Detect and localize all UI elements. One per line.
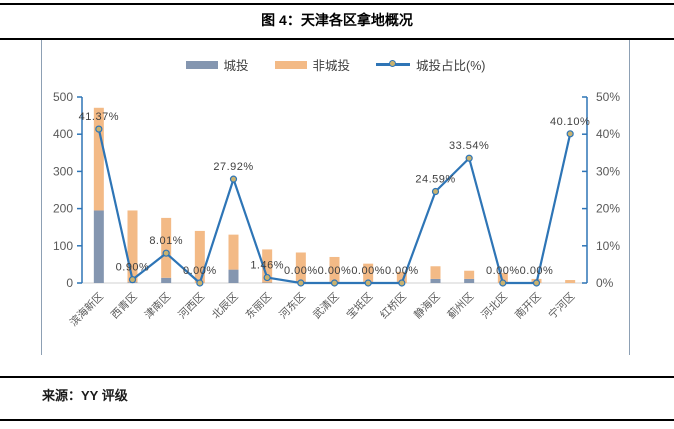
bar-fei-chengtou [430,266,441,279]
legend-swatch-chengtou [185,60,218,69]
chart-legend: 城投 非城投 城投占比(%) [42,55,629,74]
ratio-data-label: 33.54% [449,140,489,152]
x-axis-label: 河北区 [479,291,510,322]
left-axis-tick-label: 400 [53,127,73,141]
x-axis-label: 北辰区 [210,291,241,322]
bar-chengtou [228,269,239,283]
bar-chengtou [430,278,441,283]
ratio-line-marker [263,273,271,282]
ratio-data-label: 24.59% [415,174,455,186]
bar-fei-chengtou [262,249,273,283]
legend-item-fei-chengtou: 非城投 [274,55,351,74]
x-axis-label: 静海区 [411,290,442,321]
legend-item-ratio: 城投占比(%) [376,55,485,74]
x-axis-label: 武清区 [310,290,341,321]
ratio-line-marker [532,279,541,287]
ratio-data-label: 27.92% [213,161,253,173]
ratio-line-marker [128,276,137,284]
bar-fei-chengtou [127,210,138,283]
legend-line-marker-icon [376,60,411,67]
ratio-data-label: 0.00% [183,265,217,277]
top-rule [0,3,674,5]
x-axis-label: 宁河区 [546,290,577,321]
x-axis-label: 河西区 [176,291,207,322]
bar-chengtou [93,210,104,283]
legend-swatch-fei-chengtou [274,60,307,69]
figure-title: 图 4：天津各区拿地概况 [261,12,413,28]
left-axis-tick-label: 100 [53,239,73,253]
ratio-line-marker [431,187,440,196]
bar-fei-chengtou [295,252,306,283]
ratio-data-label: 0.00% [318,265,352,277]
ratio-data-label: 0.00% [351,265,385,277]
source-divider-rule [0,376,674,378]
legend-label-fei-chengtou: 非城投 [312,59,351,73]
ratio-data-label: 0.00% [520,265,554,277]
ratio-data-label: 0.00% [284,265,318,277]
ratio-line-marker [465,154,473,162]
x-axis-label: 西青区 [108,290,139,321]
right-axis-tick-label: 20% [596,202,620,216]
bar-chengtou [161,277,172,283]
ratio-line-marker [364,279,372,287]
legend-label-ratio: 城投占比(%) [416,59,486,73]
ratio-line-marker [95,125,103,133]
x-axis-label: 河东区 [276,290,307,321]
ratio-line-marker [330,279,339,287]
source-text: 来源：YY 评级 [42,388,128,403]
left-axis-tick-label: 0 [66,276,73,290]
ratio-data-label: 0.90% [116,262,150,274]
bar-fei-chengtou [161,217,172,278]
ratio-data-label: 40.10% [550,116,590,128]
bar-fei-chengtou [228,234,239,270]
right-axis-tick-label: 0% [596,276,614,290]
right-axis-tick-label: 10% [596,239,620,253]
right-axis-tick-label: 30% [596,164,620,178]
x-axis-label: 东丽区 [243,290,274,321]
bar-fei-chengtou [565,280,576,283]
x-axis-label: 津南区 [142,290,173,321]
ratio-data-label: 41.37% [79,111,119,123]
ratio-line-marker [398,279,406,287]
x-axis-label: 红桥区 [377,290,408,321]
ratio-line-marker [162,249,170,257]
bar-fei-chengtou [396,271,407,283]
right-axis-tick-label: 50% [596,90,620,104]
chart-plot: 0 100 200 300 400 500 0% 10% 20% 30% 40% 50% 41.37% 0… [53,90,620,329]
ratio-line-marker [566,130,574,138]
bar-fei-chengtou [194,230,205,283]
legend-label-chengtou: 城投 [223,59,249,73]
left-axis-tick-label: 300 [53,164,73,178]
ratio-line-marker [297,279,305,287]
bar-chengtou [464,278,475,283]
legend-marker-dot-icon [389,60,397,67]
ratio-line-marker [499,279,507,287]
ratio-line-marker [229,175,238,183]
legend-item-chengtou: 城投 [185,55,249,74]
x-axis-label: 滨海新区 [67,290,106,329]
ratio-data-label: 0.00% [486,265,520,277]
ratio-data-label: 8.01% [149,235,183,247]
ratio-data-label: 1.46% [250,260,284,272]
right-axis-tick-label: 40% [596,127,620,141]
x-axis-label: 宝坻区 [344,290,375,321]
x-axis-label: 南开区 [512,290,543,321]
x-axis-label: 蓟州区 [445,290,476,321]
bar-fei-chengtou [363,263,374,283]
bar-fei-chengtou [464,270,475,279]
title-divider-rule [0,38,674,40]
ratio-line-marker [196,279,204,287]
ratio-data-label: 0.00% [385,265,419,277]
bar-fei-chengtou [93,107,104,211]
bottom-rule [0,419,674,421]
bar-fei-chengtou [329,256,340,283]
bar-fei-chengtou [497,272,508,283]
left-axis-tick-label: 500 [53,90,73,104]
chart-area: 城投 非城投 城投占比(%) 0 100 200 300 400 500 0% 10% 20% 3… [41,40,630,355]
left-axis-tick-label: 200 [53,202,73,216]
